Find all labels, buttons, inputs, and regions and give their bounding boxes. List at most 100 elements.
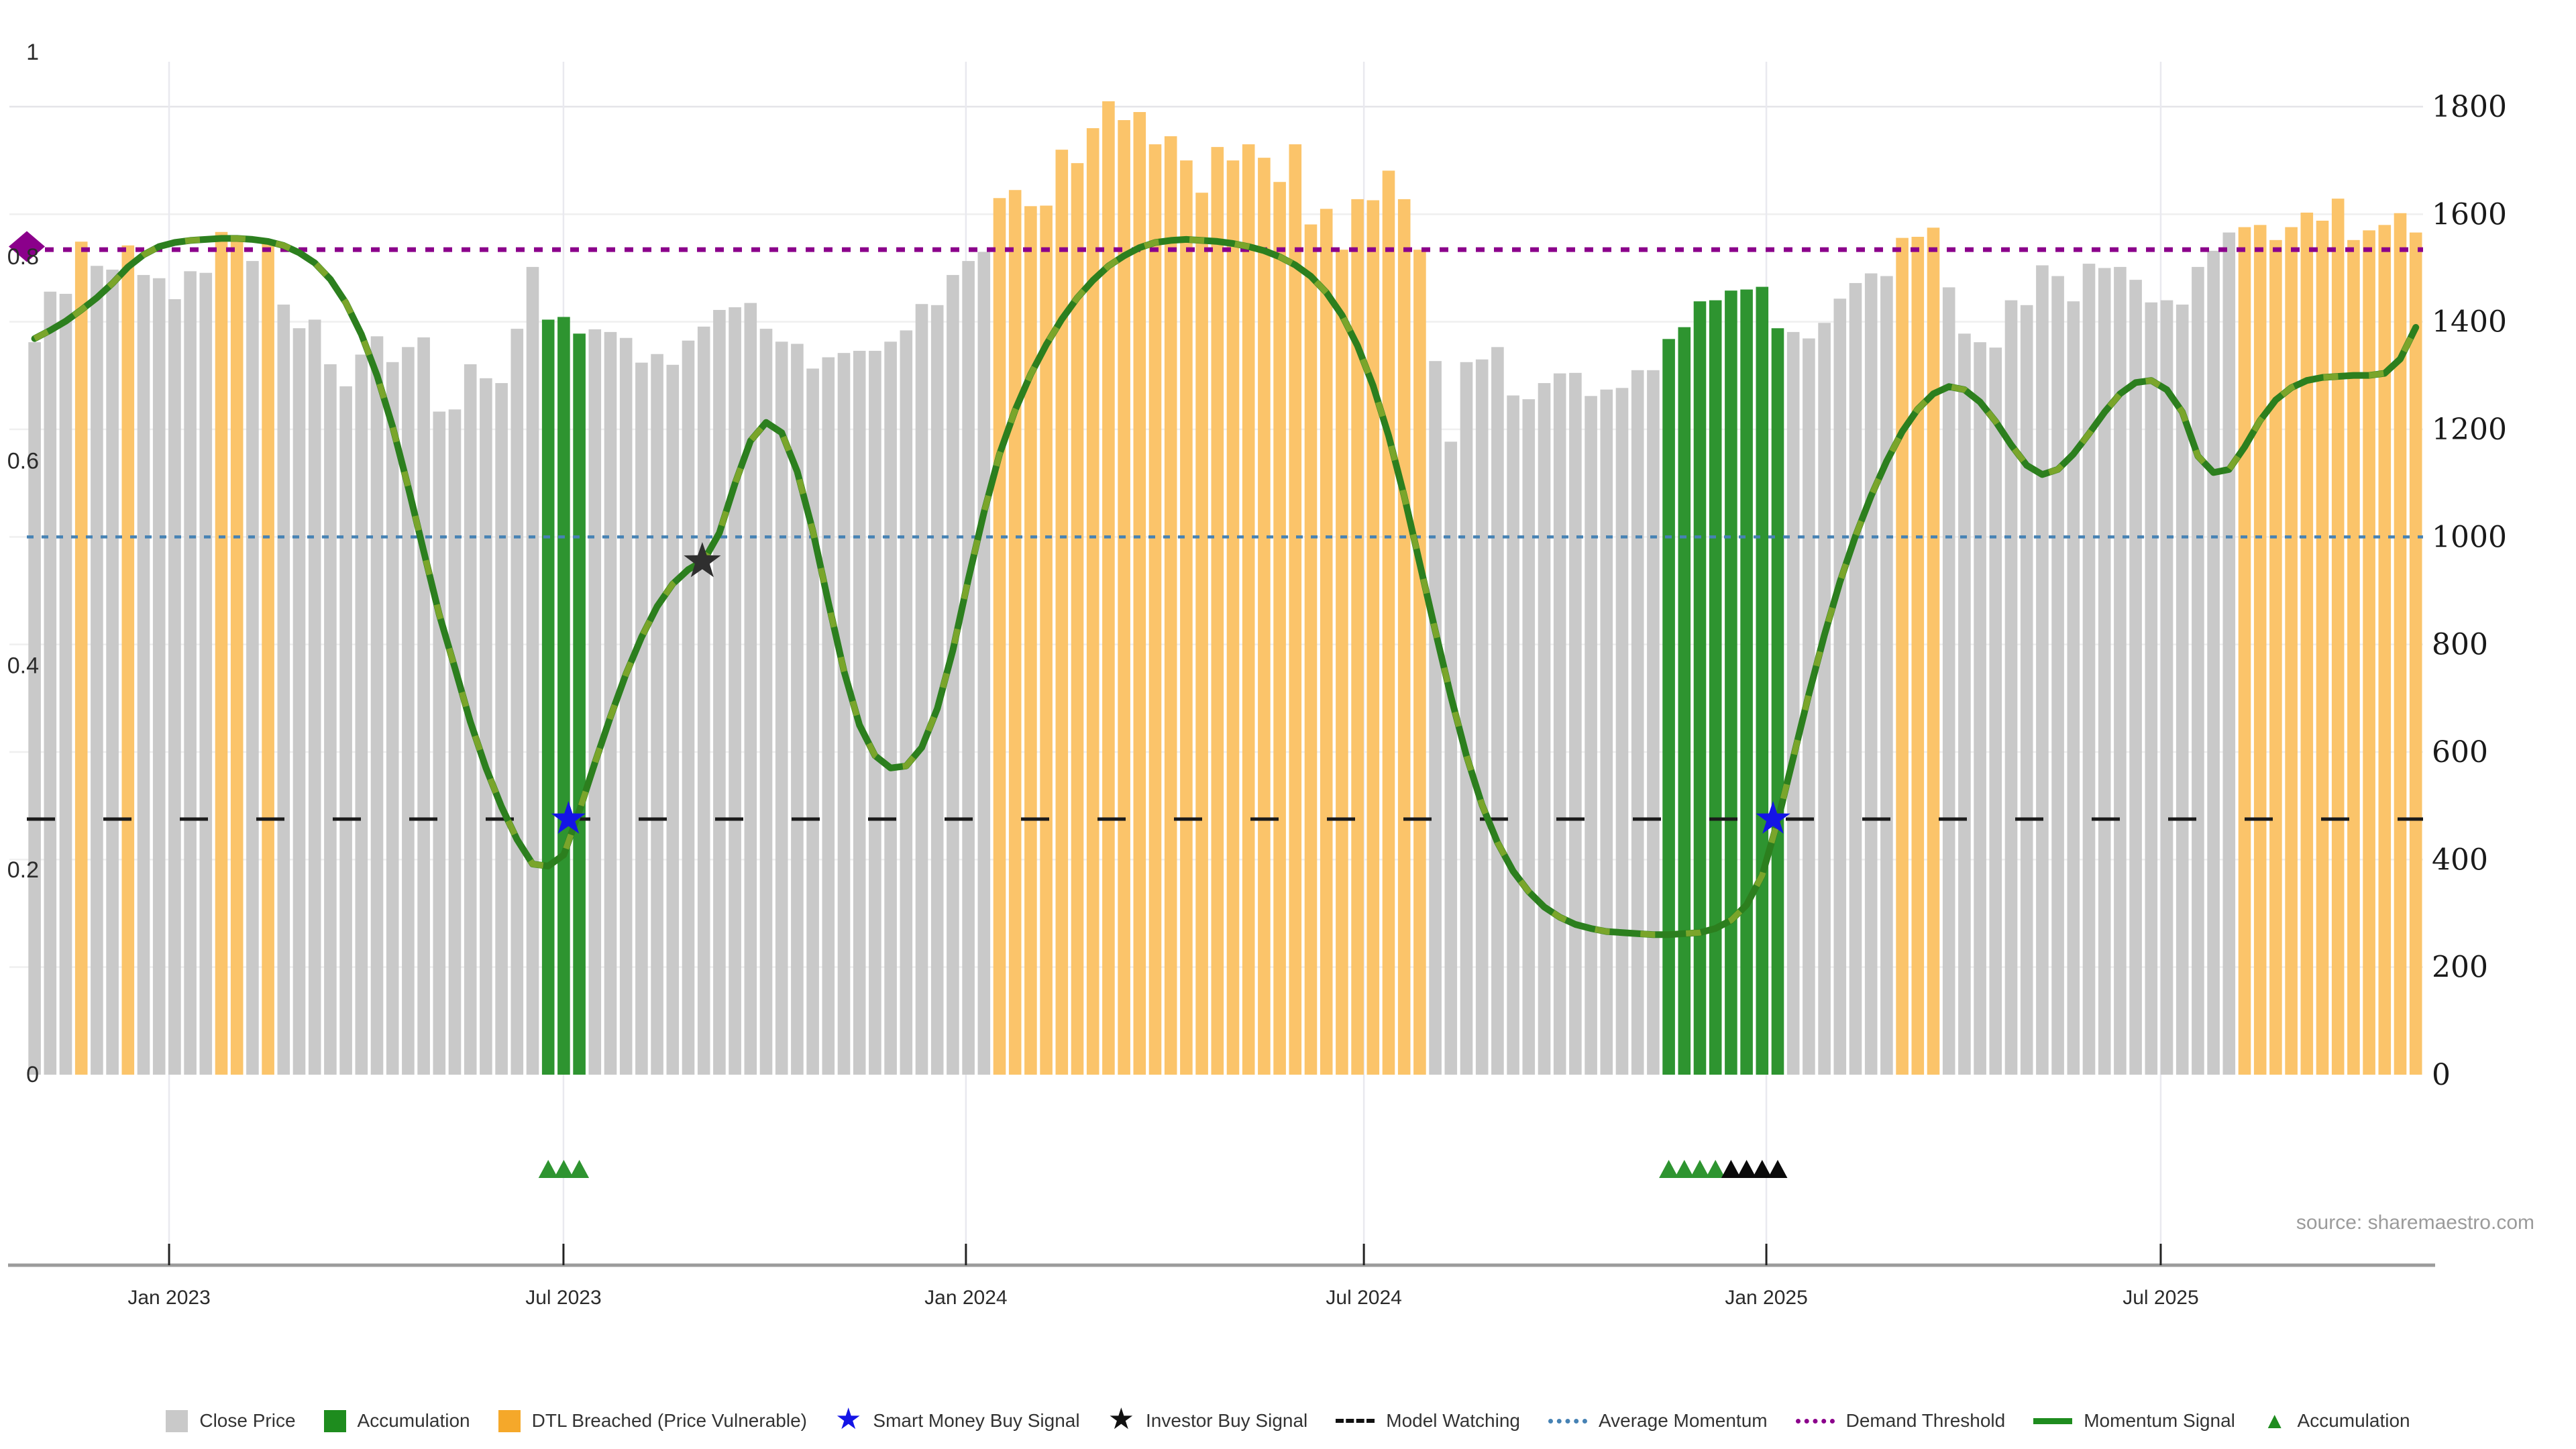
right-axis-tick-label: 1200 bbox=[2432, 413, 2507, 447]
accumulation-triangle-marker bbox=[570, 1160, 590, 1178]
close-price-bar bbox=[1911, 237, 1925, 1075]
left-axis-tick-label: 0.6 bbox=[7, 449, 39, 474]
close-price-bar bbox=[1569, 372, 1582, 1075]
close-price-bar bbox=[806, 368, 819, 1075]
close-price-bar bbox=[246, 261, 259, 1075]
legend-item-momentum-signal: Momentum Signal bbox=[2033, 1410, 2235, 1432]
close-price-bar bbox=[1148, 144, 1162, 1075]
close-price-bar bbox=[355, 354, 368, 1075]
close-price-bar bbox=[1429, 361, 1442, 1075]
close-price-bar bbox=[1226, 160, 1240, 1075]
close-price-bar bbox=[2036, 265, 2049, 1075]
close-price-bar bbox=[2160, 300, 2174, 1075]
close-price-bar bbox=[59, 293, 72, 1075]
close-price-bar bbox=[962, 261, 975, 1075]
close-price-bar bbox=[1444, 441, 1458, 1075]
close-price-bar bbox=[1942, 287, 1955, 1075]
left-axis-tick-label: 0.8 bbox=[7, 244, 39, 270]
close-price-bar bbox=[199, 272, 213, 1075]
close-price-bar bbox=[1989, 347, 2002, 1075]
legend-swatch-square bbox=[323, 1409, 346, 1432]
close-price-bar bbox=[775, 341, 788, 1075]
x-axis-tick-label: Jul 2024 bbox=[1326, 1287, 1401, 1309]
close-price-bar bbox=[1242, 144, 1255, 1075]
close-price-bar bbox=[993, 198, 1006, 1075]
close-price-bar bbox=[1756, 286, 1769, 1075]
legend-triangle-icon: ▲ bbox=[2263, 1407, 2286, 1434]
close-price-bar bbox=[1538, 383, 1551, 1075]
legend-item-label: Accumulation bbox=[357, 1410, 470, 1431]
close-price-bar bbox=[402, 347, 415, 1075]
close-price-bar bbox=[1008, 190, 1022, 1075]
close-price-bar bbox=[1071, 163, 1084, 1075]
close-price-bar bbox=[292, 328, 306, 1075]
close-price-bar bbox=[1164, 136, 1177, 1075]
close-price-bar bbox=[262, 239, 274, 1075]
legend-item-label: Smart Money Buy Signal bbox=[873, 1410, 1080, 1431]
accumulation-triangles bbox=[538, 1160, 1788, 1178]
close-price-bar bbox=[930, 305, 944, 1075]
accumulation-triangle-marker bbox=[1752, 1160, 1772, 1178]
accumulation-triangle-marker bbox=[553, 1160, 574, 1178]
x-axis-tick-label: Jan 2025 bbox=[1725, 1287, 1807, 1309]
legend-item-label: Average Momentum bbox=[1598, 1410, 1768, 1431]
close-price-bar bbox=[1849, 282, 1862, 1075]
close-price-bar bbox=[308, 319, 321, 1075]
right-axis-tick-label: 600 bbox=[2432, 735, 2488, 769]
close-price-bar bbox=[417, 337, 430, 1075]
close-price-bar bbox=[106, 269, 119, 1075]
close-price-bar bbox=[2145, 302, 2158, 1075]
close-price-bar bbox=[1351, 199, 1364, 1075]
accumulation-triangle-marker bbox=[1721, 1160, 1741, 1178]
close-price-bar bbox=[635, 362, 648, 1075]
close-price-bar bbox=[2300, 212, 2314, 1075]
close-price-bar bbox=[1413, 250, 1426, 1075]
close-price-bar bbox=[2051, 276, 2064, 1075]
legend-item-label: Momentum Signal bbox=[2084, 1410, 2235, 1431]
accumulation-triangle-marker bbox=[1737, 1160, 1757, 1178]
close-price-bar bbox=[651, 354, 663, 1075]
close-price-bar bbox=[759, 329, 773, 1075]
legend-item-investor-buy-signal: ★ Investor Buy Signal bbox=[1108, 1404, 1308, 1434]
close-price-bar bbox=[448, 409, 462, 1075]
close-price-bar bbox=[91, 266, 103, 1075]
legend-item-average-momentum: Average Momentum bbox=[1548, 1410, 1768, 1432]
close-price-bar bbox=[604, 331, 617, 1075]
legend-swatch-square bbox=[498, 1409, 521, 1432]
close-price-bar bbox=[277, 305, 290, 1075]
close-price-bar bbox=[1647, 370, 1660, 1075]
demand-threshold-diamond-marker bbox=[9, 231, 45, 262]
close-price-bar bbox=[2098, 268, 2111, 1075]
legend-item-label: Accumulation bbox=[2297, 1410, 2410, 1431]
close-price-bar bbox=[1258, 158, 1271, 1075]
left-axis-tick-label: 0 bbox=[26, 1062, 39, 1087]
close-price-bar bbox=[1880, 276, 1893, 1075]
close-price-bar bbox=[588, 329, 602, 1075]
close-price-bar bbox=[1522, 399, 1536, 1075]
close-price-bar bbox=[324, 364, 337, 1075]
close-price-bar bbox=[1585, 396, 1597, 1075]
close-price-bar bbox=[2082, 264, 2096, 1075]
close-price-bar bbox=[853, 350, 866, 1075]
close-price-bar bbox=[370, 336, 384, 1075]
close-price-bar bbox=[215, 231, 228, 1075]
legend-item-demand-threshold: Demand Threshold bbox=[1795, 1410, 2006, 1432]
left-axis-tick-label: 1 bbox=[26, 40, 39, 65]
close-price-bar bbox=[1397, 199, 1411, 1075]
close-price-bar bbox=[1180, 160, 1193, 1075]
close-price-bar bbox=[74, 241, 88, 1075]
close-price-bar bbox=[915, 304, 928, 1075]
close-price-bar bbox=[1086, 128, 1099, 1075]
close-price-bar bbox=[947, 274, 959, 1075]
close-price-bar bbox=[2207, 250, 2220, 1075]
legend-item-label: Demand Threshold bbox=[1845, 1410, 2006, 1431]
close-price-bar bbox=[1273, 182, 1286, 1075]
close-price-bar bbox=[511, 329, 524, 1075]
close-price-bar bbox=[557, 317, 570, 1075]
close-price-bar bbox=[791, 343, 804, 1075]
right-axis-labels: 0 200 400 600 800 1000 1200 1400 1600 1800 bbox=[2432, 90, 2507, 1092]
close-price-bar bbox=[230, 239, 244, 1075]
close-price-bar bbox=[1771, 328, 1784, 1075]
close-price-bar bbox=[1320, 209, 1333, 1075]
close-price-bar bbox=[666, 364, 680, 1075]
